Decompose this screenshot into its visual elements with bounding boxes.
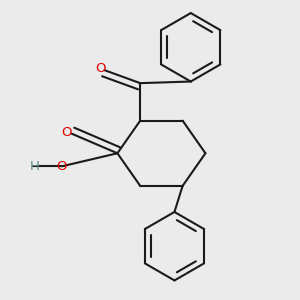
Text: O: O [61, 126, 72, 139]
Text: O: O [95, 62, 106, 75]
Text: O: O [57, 160, 67, 173]
Text: H: H [29, 160, 39, 173]
